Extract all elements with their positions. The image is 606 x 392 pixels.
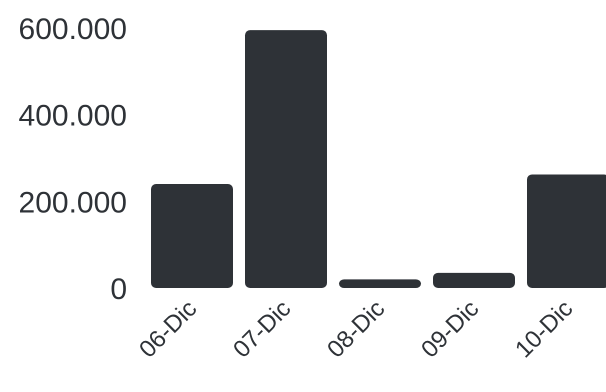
x-tick-label: 07-Dic: [228, 295, 296, 363]
bar-10-dic[interactable]: [527, 174, 606, 288]
bar-06-dic[interactable]: [151, 184, 233, 288]
x-tick-label: 09-Dic: [416, 295, 484, 363]
bar-07-dic[interactable]: [245, 30, 327, 289]
y-tick-label: 0: [110, 273, 127, 306]
x-tick-label: 08-Dic: [322, 295, 390, 363]
y-tick-label: 400.000: [19, 100, 127, 133]
x-tick-label: 10-Dic: [510, 295, 578, 363]
x-tick-label: 06-Dic: [134, 295, 202, 363]
y-tick-label: 600.000: [19, 13, 127, 46]
bar-08-dic[interactable]: [339, 279, 421, 288]
x-axis-ticks: 06-Dic 07-Dic 08-Dic 09-Dic 10-Dic: [134, 295, 578, 363]
bars: [151, 30, 606, 289]
y-axis-ticks: 0 200.000 400.000 600.000: [19, 13, 127, 306]
y-tick-label: 200.000: [19, 186, 127, 219]
bar-09-dic[interactable]: [433, 272, 515, 288]
